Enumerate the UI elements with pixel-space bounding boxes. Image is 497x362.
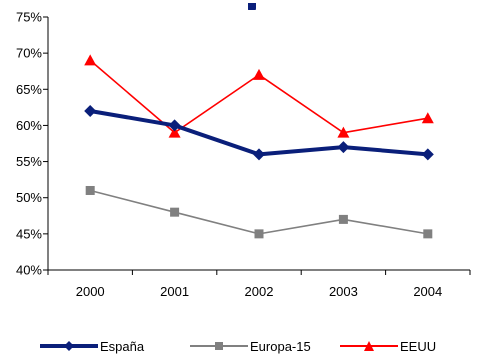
data-point-europa-15 — [338, 214, 348, 224]
data-point-espana — [421, 148, 434, 161]
legend: España Europa-15 EEUU — [0, 333, 497, 359]
x-tick-label: 2004 — [413, 284, 442, 299]
y-tick-label: 50% — [16, 190, 42, 205]
series-line-espana — [89, 109, 428, 157]
legend-item-europa-15: Europa-15 — [190, 333, 311, 359]
data-point-europa-15 — [170, 207, 180, 217]
data-point-eeuu — [421, 112, 434, 124]
legend-swatch-eeuu — [340, 341, 398, 351]
y-tick-label: 45% — [16, 226, 42, 241]
y-tick-label: 70% — [16, 46, 42, 61]
series-line-europa-15 — [90, 189, 428, 235]
series-eeuu — [84, 54, 434, 138]
line-chart: 40%45%50%55%60%65%70%75% 2000 2001 2002 200… — [16, 10, 471, 299]
x-tick-label: 2002 — [245, 284, 274, 299]
data-point-espana — [337, 141, 350, 154]
legend-label-espana: España — [100, 338, 145, 354]
x-axis-ticks: 2000 2001 2002 2003 2004 — [47, 270, 471, 299]
legend-swatch-europa-15 — [190, 342, 248, 350]
data-point-espana — [253, 148, 265, 161]
series-layer — [84, 54, 434, 239]
y-tick-label: 65% — [16, 82, 42, 97]
data-point-espana — [84, 104, 97, 117]
y-tick-label: 75% — [16, 10, 42, 25]
legend-item-espana: España — [40, 333, 144, 359]
y-axis-ticks: 40% 45% 50% 55% 60% 65% 70% 75% — [16, 10, 48, 278]
y-tick-label: 60% — [16, 118, 42, 133]
data-point-espana — [168, 119, 181, 132]
legend-label-eeuu: EEUU — [400, 338, 437, 354]
data-point-europa-15 — [423, 229, 433, 239]
data-point-europa-15 — [254, 229, 264, 239]
data-point-eeuu — [168, 126, 181, 138]
chart-axes — [47, 17, 470, 271]
legend-label-europa-15: Europa-15 — [250, 338, 311, 354]
y-tick-label: 55% — [16, 154, 42, 169]
series-europa-15 — [85, 185, 433, 239]
data-point-europa-15 — [85, 185, 95, 195]
data-point-eeuu — [337, 126, 350, 138]
data-point-eeuu — [84, 54, 97, 66]
data-point-eeuu — [253, 68, 265, 80]
x-tick-label: 2003 — [329, 284, 358, 299]
y-tick-label: 40% — [16, 263, 42, 278]
legend-swatch-espana — [40, 341, 98, 351]
x-tick-label: 2000 — [76, 284, 105, 299]
legend-item-eeuu: EEUU — [340, 333, 436, 359]
chart-title-fragment — [232, 0, 296, 10]
x-tick-label: 2001 — [160, 284, 189, 299]
series-espana — [84, 104, 434, 161]
